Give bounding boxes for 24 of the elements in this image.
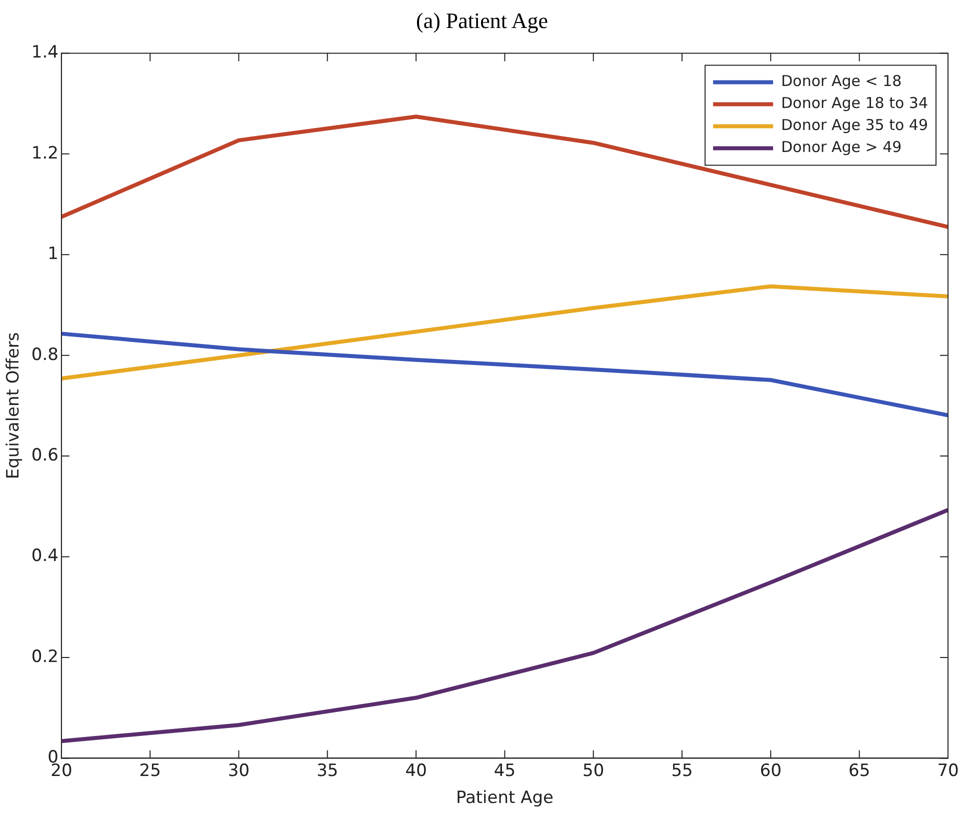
legend-label: Donor Age < 18 [781, 72, 902, 90]
x-tick-label: 70 [937, 760, 959, 781]
x-tick-label: 40 [405, 760, 427, 781]
x-tick-label: 25 [139, 760, 161, 781]
x-tick-label: 55 [671, 760, 693, 781]
y-tick-label: 0.6 [31, 445, 58, 466]
legend-label: Donor Age > 49 [781, 138, 902, 156]
x-tick-label: 60 [760, 760, 782, 781]
x-tick-label: 35 [316, 760, 338, 781]
x-tick-label: 30 [228, 760, 250, 781]
y-tick-label: 0.8 [31, 344, 58, 365]
x-axis-title: Patient Age [456, 788, 554, 808]
y-tick-label: 1.4 [31, 42, 58, 63]
y-tick-label: 0.2 [31, 646, 58, 667]
y-axis-title: Equivalent Offers [4, 332, 24, 480]
y-tick-label: 1.2 [31, 143, 58, 164]
y-tick-label: 1 [48, 244, 58, 264]
x-tick-label: 65 [848, 760, 870, 781]
legend-label: Donor Age 35 to 49 [781, 116, 928, 134]
x-tick-label: 50 [582, 760, 604, 781]
y-tick-label: 0.4 [31, 546, 58, 566]
chart-title: (a) Patient Age [415, 8, 549, 34]
x-tick-label: 45 [494, 760, 516, 781]
legend-label: Donor Age 18 to 34 [781, 94, 928, 112]
